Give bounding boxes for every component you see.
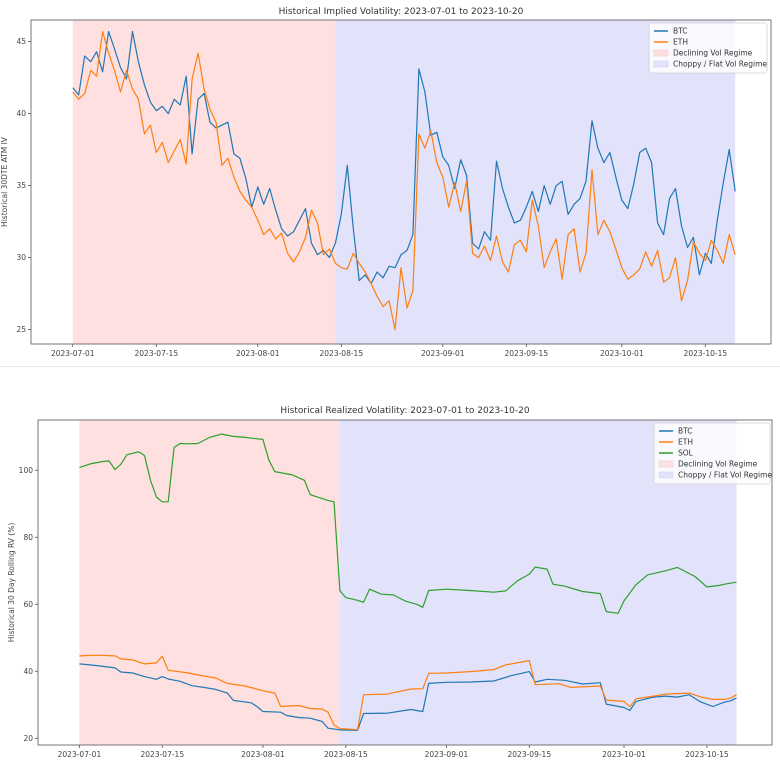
y-tick-label: 30: [16, 253, 26, 262]
x-tick-label: 2023-08-01: [236, 349, 280, 358]
chart-title: Historical Implied Volatility: 2023-07-0…: [279, 7, 524, 17]
x-tick-label: 2023-10-15: [685, 750, 729, 759]
legend-swatch-region: [653, 49, 669, 57]
y-axis-ticks: 20 40 60 80 100: [19, 466, 38, 743]
legend-label: ETH: [673, 38, 688, 47]
x-tick-label: 2023-09-15: [505, 349, 549, 358]
region-declining: [79, 420, 340, 745]
y-tick-label: 100: [19, 466, 34, 475]
legend-swatch-region: [653, 60, 669, 68]
legend-label: SOL: [678, 449, 694, 458]
realized-volatility-chart: Historical Realized Volatility: 2023-07-…: [7, 406, 773, 759]
legend-label: Declining Vol Regime: [678, 460, 758, 469]
x-tick-label: 2023-07-01: [51, 349, 95, 358]
x-tick-label: 2023-10-01: [602, 750, 646, 759]
series-line-btc: [72, 30, 736, 285]
region-choppy: [335, 20, 736, 344]
regime-regions: [72, 20, 736, 344]
legend-label: BTC: [678, 427, 693, 436]
plot-frame: [30, 19, 772, 345]
legend-swatch-region: [658, 471, 674, 479]
plot-frame: [37, 419, 773, 746]
x-tick-label: 2023-09-15: [508, 750, 552, 759]
x-tick-label: 2023-08-01: [241, 750, 285, 759]
x-tick-label: 2023-07-01: [58, 750, 102, 759]
x-tick-label: 2023-08-15: [324, 750, 368, 759]
y-tick-label: 40: [23, 667, 33, 676]
implied-volatility-panel: Historical Implied Volatility: 2023-07-0…: [0, 0, 780, 367]
y-tick-label: 45: [16, 37, 26, 46]
legend-label: Declining Vol Regime: [673, 49, 753, 58]
y-axis-label: Historical 30 Day Rolling RV (%): [7, 523, 16, 643]
series-line-eth: [72, 30, 736, 331]
y-tick-label: 40: [16, 109, 26, 118]
x-tick-label: 2023-07-15: [135, 349, 179, 358]
legend-box: [648, 22, 768, 74]
legend: BTC ETH SOL Declining Vol Regime Choppy / Fl…: [653, 422, 772, 485]
series-lines: [79, 433, 737, 731]
y-tick-label: 35: [16, 181, 26, 190]
x-tick-label: 2023-10-15: [684, 349, 728, 358]
x-tick-label: 2023-09-01: [421, 349, 465, 358]
legend-label: Choppy / Flat Vol Regime: [673, 60, 767, 69]
x-tick-label: 2023-09-01: [425, 750, 469, 759]
implied-volatility-chart: Historical Implied Volatility: 2023-07-0…: [0, 7, 772, 358]
series-line-btc: [79, 663, 737, 731]
x-tick-label: 2023-10-01: [600, 349, 644, 358]
y-tick-label: 20: [23, 734, 33, 743]
x-tick-label: 2023-08-15: [320, 349, 364, 358]
x-axis-ticks: 2023-07-01 2023-07-15 2023-08-01 2023-08-15…: [51, 344, 727, 358]
x-tick-label: 2023-07-15: [141, 750, 185, 759]
series-line-eth: [79, 654, 737, 731]
legend-swatch-region: [658, 460, 674, 468]
legend-label: ETH: [678, 438, 693, 447]
series-line-sol: [79, 433, 737, 614]
legend: BTC ETH Declining Vol Regime Choppy / Flat …: [648, 22, 768, 74]
realized-volatility-panel: Historical Realized Volatility: 2023-07-…: [0, 398, 780, 762]
x-axis-ticks: 2023-07-01 2023-07-15 2023-08-01 2023-08-15…: [58, 745, 729, 759]
legend-label: Choppy / Flat Vol Regime: [678, 471, 772, 480]
chart-title: Historical Realized Volatility: 2023-07-…: [280, 406, 529, 416]
y-tick-label: 25: [16, 325, 26, 334]
y-axis-ticks: 25 30 35 40 45: [16, 37, 31, 334]
y-axis-label: Historical 30DTE ATM IV: [0, 136, 9, 227]
y-tick-label: 60: [23, 600, 33, 609]
series-lines: [72, 30, 736, 331]
legend-box: [653, 422, 771, 485]
legend-label: BTC: [673, 27, 688, 36]
region-declining: [72, 20, 336, 344]
y-tick-label: 80: [23, 533, 33, 542]
